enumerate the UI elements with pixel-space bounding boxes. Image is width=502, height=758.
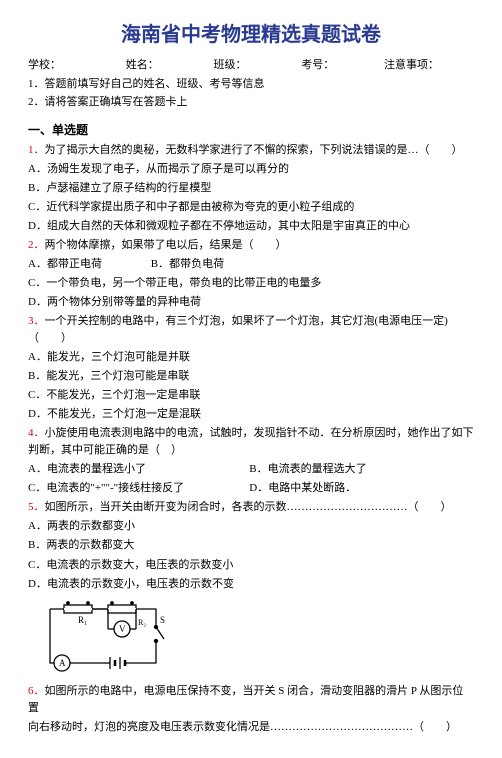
q2-num: 2． bbox=[28, 239, 45, 251]
q1-opt-c: C．近代科学家提出质子和中子都是由被称为夸克的更小粒子组成的 bbox=[28, 199, 354, 216]
q2-opt-d: D．两个物体分别带等量的异种电荷 bbox=[28, 294, 201, 311]
q5-text: 如图所示，当开关由断开变为闭合时，各表的示数……………………………（ ） bbox=[45, 501, 452, 513]
q6-stem: 6．如图所示的电路中，电源电压保持不变，当开关 S 闭合，滑动变阻器的滑片 P … bbox=[28, 683, 474, 717]
label-r2b: R₂ bbox=[138, 618, 146, 627]
q1-opt-d: D．组成大自然的天体和微观粒子都在不停地运动，其中太阳是宇宙真正的中心 bbox=[28, 218, 410, 235]
q2-opt-c: C．一个带负电，另一个带正电，带负电的比带正电的电量多 bbox=[28, 275, 321, 292]
q5-opt-d: D．电流表的示数变小，电压表的示数不变 bbox=[28, 576, 234, 593]
q5-opt-a: A．两表的示数都变小 bbox=[28, 518, 135, 535]
rule-1: 1．答题前填写好自己的姓名、班级、考号等信息 bbox=[28, 76, 474, 93]
label-v: V bbox=[119, 624, 126, 634]
info-row: 学校： 姓名： 班级： 考号： 注意事项： bbox=[28, 57, 474, 74]
q4-opt-a: A．电流表的量程选小了 bbox=[28, 461, 247, 478]
q4-opt-d: D．电路中某处断路． bbox=[249, 480, 468, 497]
notice-label: 注意事项： bbox=[384, 57, 439, 74]
examno-label: 考号： bbox=[301, 57, 381, 74]
q4-num: 4． bbox=[28, 427, 45, 439]
q2-text: 两个物体摩擦，如果带了电以后，结果是（ ） bbox=[45, 239, 287, 251]
q2-opt-b: B．都带负电荷 bbox=[151, 256, 224, 273]
label-a: A bbox=[59, 658, 66, 668]
q1-text: 为了揭示大自然的奥秘，无数科学家进行了不懈的探索，下列说法错误的是…（ ） bbox=[45, 144, 463, 156]
q4-stem: 4．小旋使用电流表测电路中的电流，试触时，发现指针不动．在分析原因时，她作出了如… bbox=[28, 425, 474, 459]
q1-opt-a: A．汤姆生发现了电子，从而揭示了原子是可以再分的 bbox=[28, 161, 289, 178]
q6-text2: 向右移动时，灯泡的亮度及电压表示数变化情况是…………………………………（ ） bbox=[28, 721, 457, 733]
q5-opt-c: C．电流表的示数变大，电压表的示数变小 bbox=[28, 557, 233, 574]
q1-opt-b: B．卢瑟福建立了原子结构的行星模型 bbox=[28, 180, 211, 197]
q3-stem: 3．一个开关控制的电路中，有三个灯泡，如果坏了一个灯泡，其它灯泡(电源电压一定)… bbox=[28, 313, 474, 347]
q6-num: 6． bbox=[28, 685, 45, 697]
q3-opt-b: B．能发光，三个灯泡可能是串联 bbox=[28, 368, 189, 385]
exam-title: 海南省中考物理精选真题试卷 bbox=[28, 18, 474, 47]
q1-stem: 1．为了揭示大自然的奥秘，无数科学家进行了不懈的探索，下列说法错误的是…（ ） bbox=[28, 142, 474, 159]
name-label: 姓名： bbox=[126, 57, 211, 74]
q6-stem-2: 向右移动时，灯泡的亮度及电压表示数变化情况是…………………………………（ ） bbox=[28, 719, 474, 736]
q6-text1: 如图所示的电路中，电源电压保持不变，当开关 S 闭合，滑动变阻器的滑片 P 从图… bbox=[28, 685, 463, 714]
q3-opt-a: A．能发光，三个灯泡可能是并联 bbox=[28, 349, 190, 366]
q5-num: 5． bbox=[28, 501, 45, 513]
circuit-diagram: R₁ S V A R₂ bbox=[38, 599, 474, 677]
q5-stem: 5．如图所示，当开关由断开变为闭合时，各表的示数……………………………（ ） bbox=[28, 499, 474, 516]
class-label: 班级： bbox=[214, 57, 299, 74]
section-1-heading: 一、单选题 bbox=[28, 121, 474, 138]
q3-opt-c: C．不能发光，三个灯泡一定是串联 bbox=[28, 387, 200, 404]
rule-2: 2．请将答案正确填写在答题卡上 bbox=[28, 94, 474, 111]
q4-text: 小旋使用电流表测电路中的电流，试触时，发现指针不动．在分析原因时，她作出了如下判… bbox=[28, 427, 474, 456]
q2-stem: 2．两个物体摩擦，如果带了电以后，结果是（ ） bbox=[28, 237, 474, 254]
q4-opt-b: B．电流表的量程选大了 bbox=[249, 461, 468, 478]
q3-text: 一个开关控制的电路中，有三个灯泡，如果坏了一个灯泡，其它灯泡(电源电压一定)（ … bbox=[28, 315, 448, 344]
label-r1: R₁ bbox=[78, 615, 87, 625]
q3-opt-d: D．不能发光，三个灯泡一定是混联 bbox=[28, 406, 201, 423]
q4-opt-c: C．电流表的"+""-"接线柱接反了 bbox=[28, 480, 247, 497]
school-label: 学校： bbox=[28, 57, 123, 74]
q5-opt-b: B．两表的示数都变大 bbox=[28, 537, 134, 554]
q1-num: 1． bbox=[28, 144, 45, 156]
q2-opt-a: A．都带正电荷 bbox=[28, 256, 148, 273]
q3-num: 3． bbox=[28, 315, 45, 327]
label-s: S bbox=[160, 615, 165, 625]
